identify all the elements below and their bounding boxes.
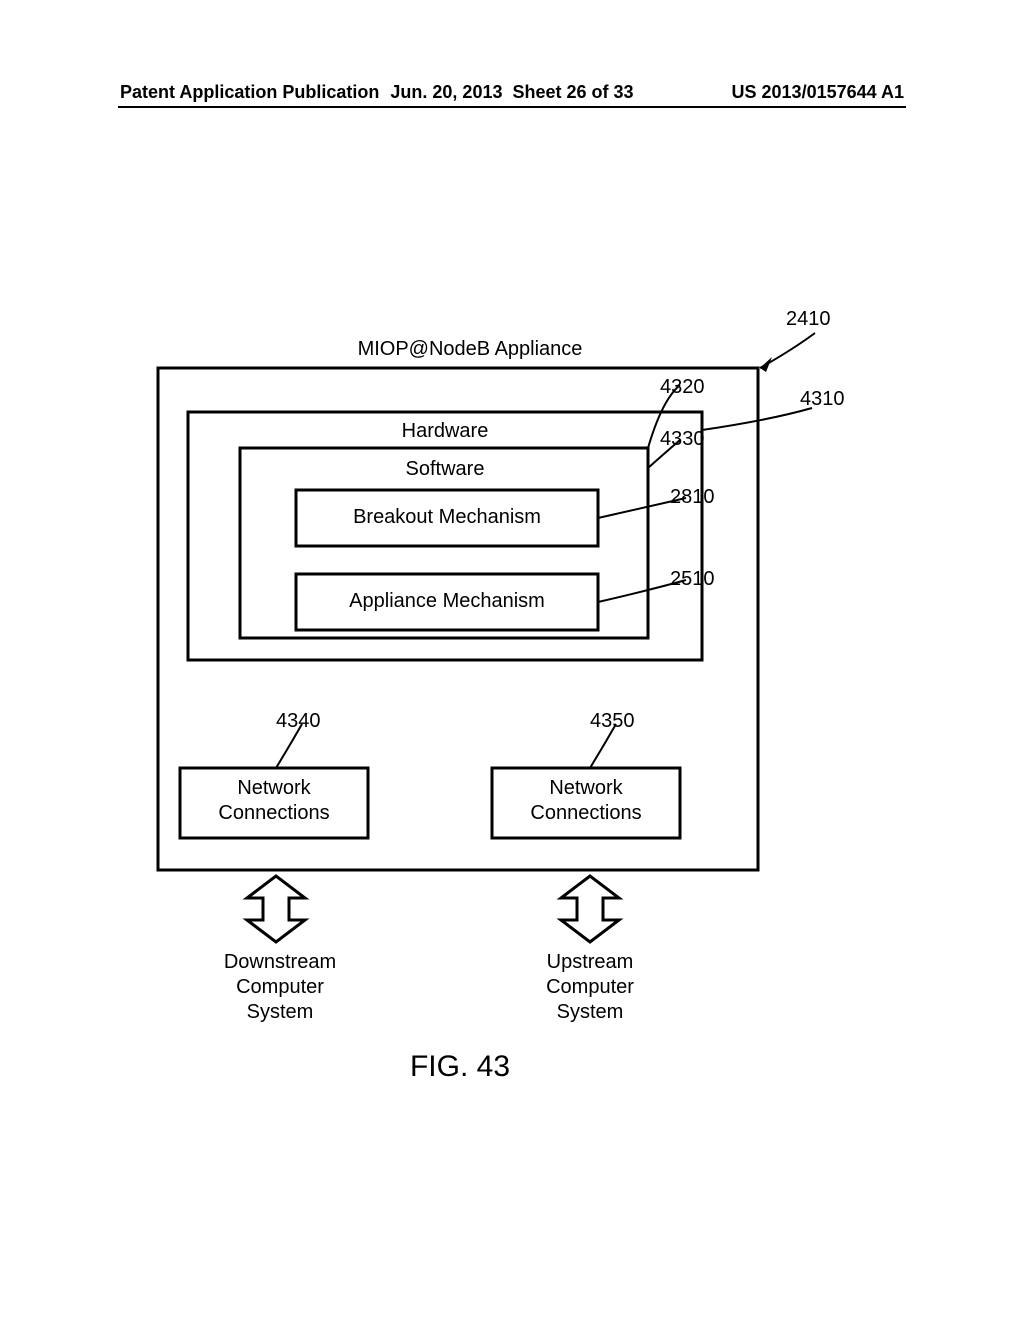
double-arrow-right <box>561 876 619 942</box>
appliance-mech-label: Appliance Mechanism <box>296 590 598 613</box>
leader-2410-head <box>760 357 772 372</box>
upstream-label: Upstream Computer System <box>500 950 680 1025</box>
ref-4320: 4320 <box>660 376 705 399</box>
ref-4340: 4340 <box>276 710 321 733</box>
ref-4330: 4330 <box>660 428 705 451</box>
net-right-label: Network Connections <box>492 776 680 826</box>
breakout-label: Breakout Mechanism <box>296 506 598 529</box>
ref-2810: 2810 <box>670 486 715 509</box>
figure-label: FIG. 43 <box>380 1050 540 1084</box>
diagram-title: MIOP@NodeB Appliance <box>340 338 600 361</box>
net-left-label: Network Connections <box>180 776 368 826</box>
downstream-label: Downstream Computer System <box>190 950 370 1025</box>
ref-4350: 4350 <box>590 710 635 733</box>
double-arrow-left <box>247 876 305 942</box>
hardware-label: Hardware <box>360 420 530 443</box>
ref-2410: 2410 <box>786 308 831 331</box>
ref-4310: 4310 <box>800 388 845 411</box>
software-label: Software <box>360 458 530 481</box>
diagram-svg <box>0 0 1024 1320</box>
ref-2510: 2510 <box>670 568 715 591</box>
